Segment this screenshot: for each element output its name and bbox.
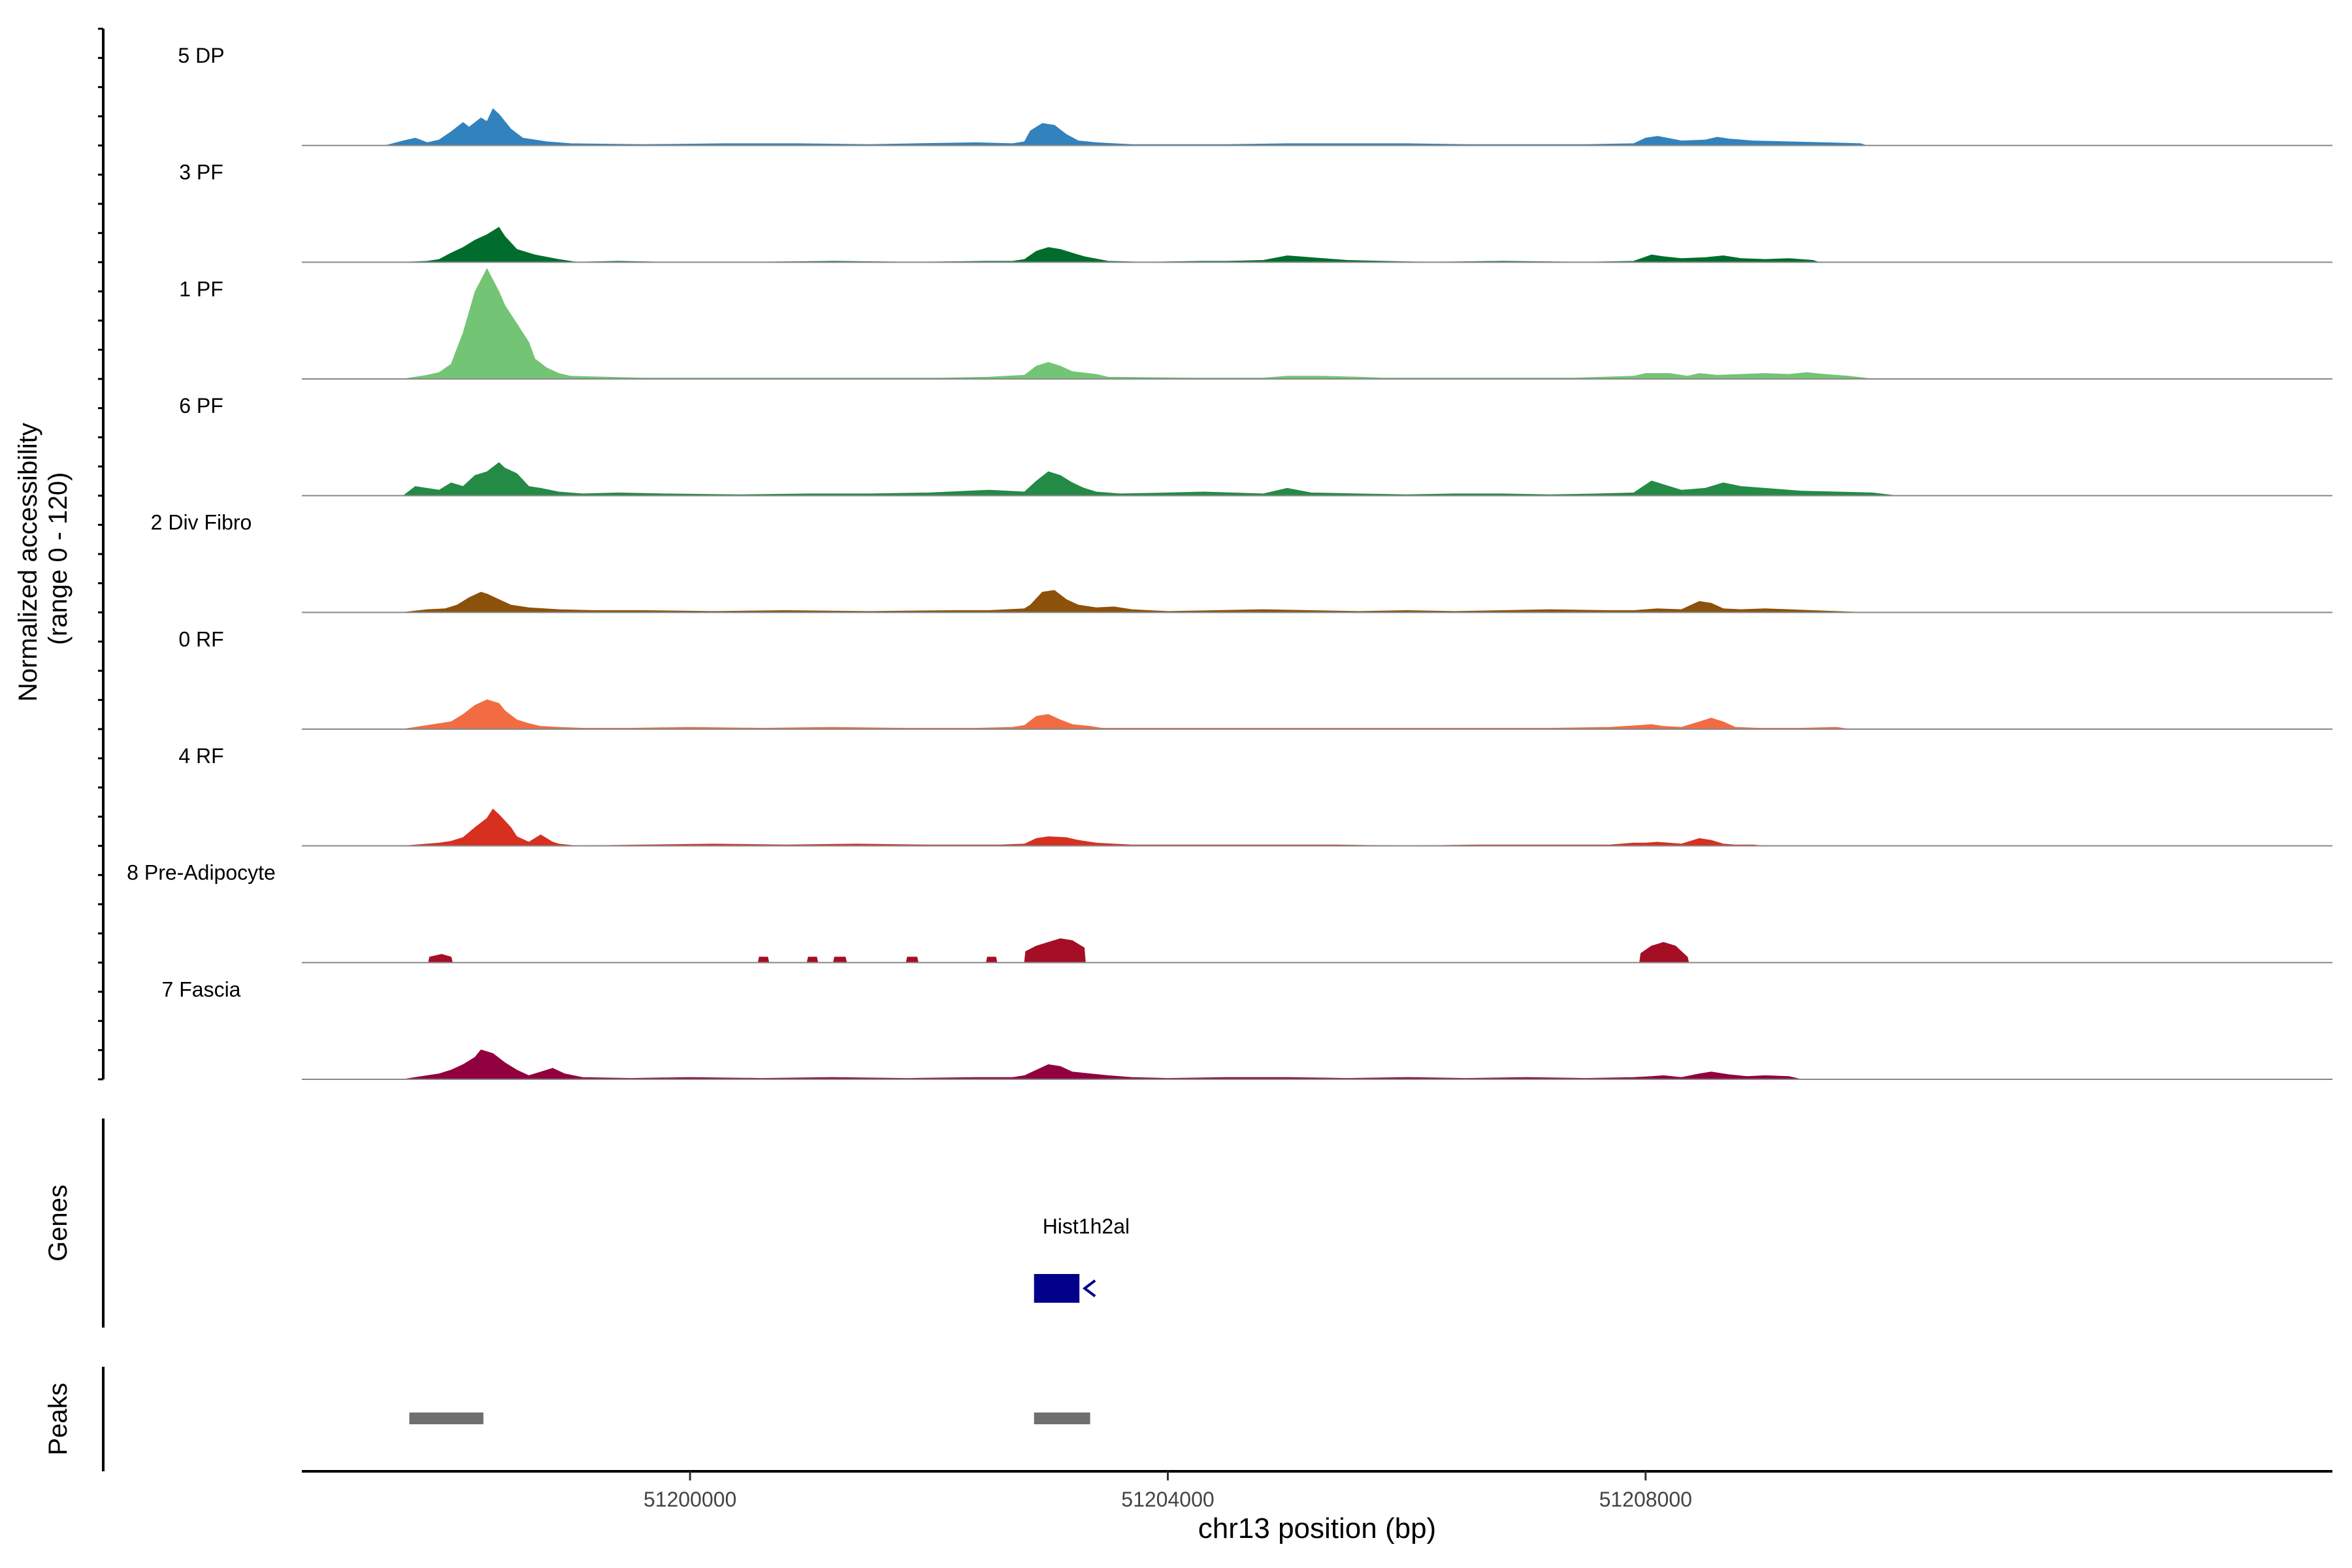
x-tick-label: 51204000 (1121, 1488, 1214, 1511)
track-label-8-pre-adipocyte: 8 Pre-Adipocyte (127, 861, 276, 885)
gene-label: Hist1h2al (1043, 1215, 1130, 1238)
coverage-area-2-div-fibro (403, 590, 1861, 613)
x-axis-ticks: 51200000 51204000 51208000 (644, 1471, 1692, 1511)
track-3-pf: 3 PF (179, 161, 2332, 263)
track-4-rf: 4 RF (178, 744, 2332, 847)
strand-arrow-icon (1082, 1279, 1096, 1298)
peak-region (1034, 1413, 1090, 1424)
track-0-rf: 0 RF (178, 627, 2332, 730)
genes-track-label: Genes (44, 1184, 73, 1262)
coverage-area-1-pf (403, 268, 1873, 380)
x-tick-label: 51200000 (644, 1488, 736, 1511)
coverage-area-8-pre-adipocyte (428, 938, 1690, 963)
gene-body (1034, 1274, 1080, 1303)
track-1-pf: 1 PF (179, 268, 2332, 380)
track-5-dp: 5 DP (178, 44, 2332, 146)
coverage-area-3-pf (403, 227, 1820, 263)
track-label-1-pf: 1 PF (179, 277, 223, 301)
track-label-3-pf: 3 PF (179, 161, 223, 184)
track-8-pre-adipocyte: 8 Pre-Adipocyte (127, 861, 2332, 964)
track-label-0-rf: 0 RF (178, 627, 223, 651)
track-6-pf: 6 PF (179, 394, 2332, 497)
peaks-track-label: Peaks (44, 1382, 73, 1455)
track-label-4-rf: 4 RF (178, 744, 223, 768)
y-axis-label-line2: (range 0 - 120) (44, 472, 73, 645)
track-2-div-fibro: 2 Div Fibro (151, 511, 2332, 613)
coverage-area-4-rf (403, 808, 1765, 847)
track-label-6-pf: 6 PF (179, 394, 223, 417)
y-axis-label-line1: Normalized accessibility (14, 423, 42, 702)
track-7-fascia: 7 Fascia (162, 977, 2332, 1080)
x-axis-label: chr13 position (bp) (1198, 1512, 1436, 1544)
coverage-area-7-fascia (403, 1049, 1801, 1080)
x-tick-label: 51208000 (1599, 1488, 1692, 1511)
y-axis-label: Normalized accessibility (range 0 - 120) (14, 416, 73, 702)
coverage-area-6-pf (402, 462, 1897, 497)
coverage-y-axis-ticks (98, 27, 103, 1081)
peaks-track (409, 1413, 1090, 1424)
peak-region (409, 1413, 483, 1424)
coverage-area-0-rf (403, 699, 1849, 730)
track-label-2-div-fibro: 2 Div Fibro (151, 511, 252, 534)
coverage-area-5-dp (385, 108, 1867, 146)
track-label-5-dp: 5 DP (178, 44, 224, 67)
track-label-7-fascia: 7 Fascia (162, 977, 241, 1001)
coverage-tracks: 5 DP 3 PF 1 PF 6 PF 2 Div Fibro 0 RF 4 RF 8 Pre… (127, 44, 2332, 1080)
